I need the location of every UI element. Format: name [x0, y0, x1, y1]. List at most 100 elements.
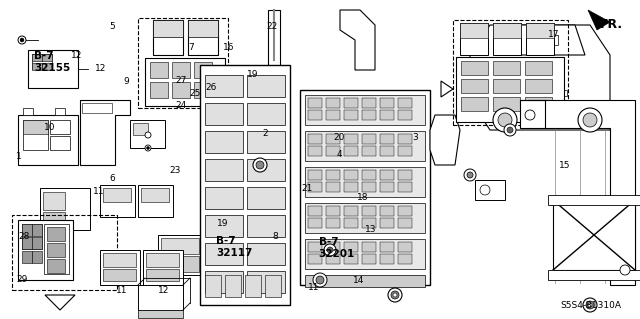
Bar [344, 182, 358, 192]
Bar [475, 180, 505, 200]
Bar [55, 108, 65, 115]
Bar [42, 63, 52, 70]
Bar [505, 58, 550, 93]
Bar [23, 120, 48, 134]
Text: B-7
32117: B-7 32117 [216, 236, 253, 258]
Bar [247, 131, 285, 153]
Bar [344, 170, 358, 180]
Text: 1: 1 [17, 152, 22, 161]
Bar [308, 254, 322, 264]
Bar [362, 98, 376, 108]
Bar [308, 98, 322, 108]
Text: FR.: FR. [600, 18, 623, 31]
Bar [145, 58, 225, 106]
Text: B-7
32201: B-7 32201 [319, 237, 355, 259]
Text: 27: 27 [175, 76, 187, 85]
Polygon shape [340, 10, 375, 70]
Text: 12: 12 [71, 51, 83, 60]
Bar [205, 271, 243, 293]
Bar [326, 206, 340, 216]
Bar [380, 170, 394, 180]
Bar [344, 110, 358, 120]
Bar [28, 50, 78, 88]
Bar [100, 185, 135, 217]
Bar [32, 63, 42, 70]
Bar [326, 110, 340, 120]
Bar [141, 188, 169, 202]
Text: 22: 22 [266, 22, 278, 31]
Bar [130, 120, 165, 148]
Bar [380, 146, 394, 156]
Bar [32, 54, 42, 61]
Bar [205, 75, 243, 97]
Bar [308, 110, 322, 120]
Bar [188, 20, 218, 37]
Bar [153, 20, 183, 55]
Bar [380, 110, 394, 120]
Bar [194, 82, 212, 98]
Text: 25: 25 [189, 89, 201, 98]
Text: 16: 16 [223, 43, 234, 52]
Bar [225, 275, 241, 297]
Circle shape [507, 127, 513, 133]
Bar [32, 224, 42, 236]
Bar [548, 35, 558, 45]
Bar [308, 206, 322, 216]
Text: 29: 29 [17, 275, 28, 284]
Bar [103, 253, 136, 267]
Bar [247, 215, 285, 237]
Circle shape [324, 244, 336, 256]
Bar [42, 54, 52, 61]
Bar [493, 97, 520, 111]
Bar [398, 146, 412, 156]
Bar [553, 200, 635, 270]
Bar [305, 131, 425, 161]
Bar [362, 110, 376, 120]
Bar [32, 251, 42, 263]
Bar [305, 167, 425, 197]
Bar [344, 98, 358, 108]
Polygon shape [470, 25, 610, 130]
Text: 28: 28 [19, 232, 30, 241]
Circle shape [145, 132, 151, 138]
Bar [188, 20, 218, 55]
Circle shape [388, 288, 402, 302]
Bar [12, 215, 117, 290]
Bar [362, 146, 376, 156]
Bar [153, 20, 183, 37]
Bar [380, 218, 394, 228]
Bar [344, 206, 358, 216]
Circle shape [253, 158, 267, 172]
Text: 9: 9 [124, 77, 129, 86]
Text: S5S4-B1310A: S5S4-B1310A [560, 300, 621, 309]
Bar [22, 224, 42, 249]
Text: 18: 18 [356, 193, 368, 202]
Bar [525, 61, 552, 75]
Bar [493, 79, 520, 93]
Text: 14: 14 [353, 276, 364, 285]
Polygon shape [80, 100, 130, 165]
Bar [362, 170, 376, 180]
Bar [103, 269, 136, 281]
Bar [146, 253, 179, 267]
Bar [305, 275, 425, 287]
Text: 11: 11 [93, 187, 105, 196]
Bar [326, 134, 340, 144]
Bar [362, 242, 376, 252]
Polygon shape [495, 25, 585, 55]
Bar [468, 80, 472, 100]
Circle shape [583, 298, 597, 312]
Bar [18, 115, 78, 165]
Polygon shape [441, 81, 453, 97]
Bar [326, 170, 340, 180]
Bar [493, 23, 521, 55]
Circle shape [147, 146, 150, 150]
Bar [398, 242, 412, 252]
Text: 10: 10 [44, 123, 55, 132]
Bar [305, 203, 425, 233]
Circle shape [620, 265, 630, 275]
Bar [398, 218, 412, 228]
Bar [308, 218, 322, 228]
Circle shape [504, 124, 516, 136]
Bar [138, 310, 183, 318]
